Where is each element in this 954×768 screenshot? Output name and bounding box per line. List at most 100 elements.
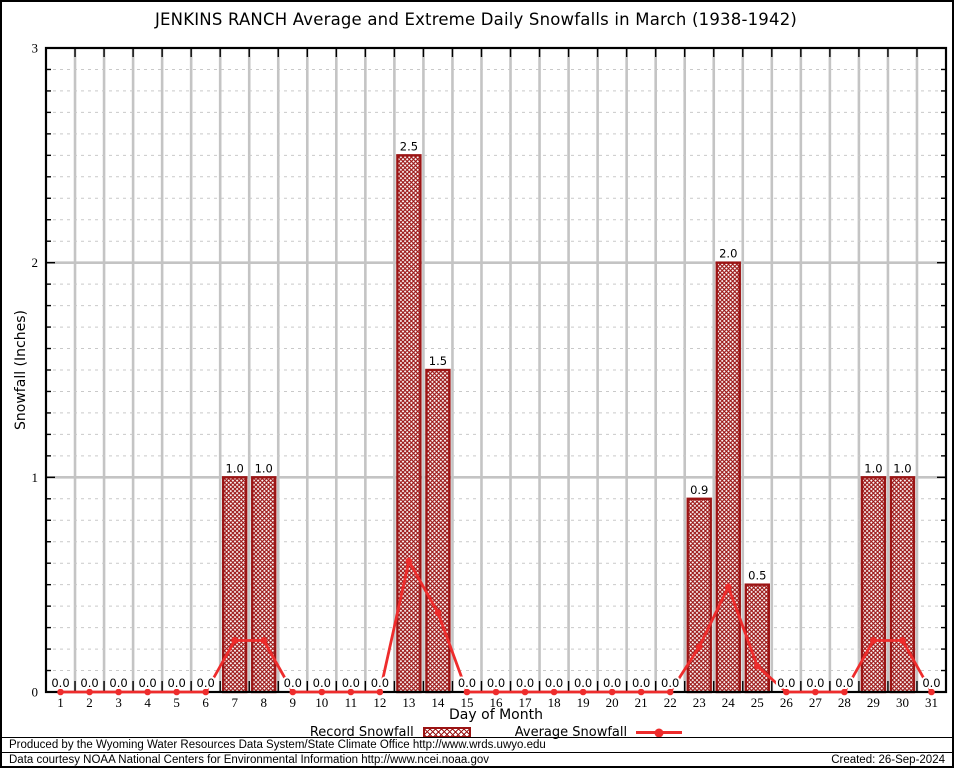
average-point-day-1: [57, 688, 64, 696]
average-point-day-25: [753, 662, 761, 670]
legend-average-label: Average Snowfall: [514, 725, 628, 740]
record-bar-day-24: [715, 261, 741, 694]
bar-value-label-day-26: 0.0: [777, 676, 795, 690]
average-point-day-8: [260, 637, 268, 644]
x-tick-label-20: 20: [606, 695, 619, 710]
legend: Record Snowfall Average Snowfall: [46, 724, 946, 741]
footer-courtesy-text: Data courtesy NOAA National Centers for …: [9, 754, 490, 766]
bar-value-label-day-14: 1.5: [429, 354, 447, 368]
bar-value-label-day-15: 0.0: [458, 676, 476, 690]
bar-value-label-day-1: 0.0: [51, 676, 69, 690]
x-tick-label-13: 13: [402, 695, 415, 710]
bar-value-label-day-21: 0.0: [632, 676, 650, 690]
average-point-day-18: [550, 688, 558, 696]
x-tick-label-10: 10: [315, 695, 328, 710]
x-tick-label-31: 31: [925, 695, 938, 710]
average-point-day-2: [86, 688, 93, 696]
average-point-day-28: [841, 688, 848, 696]
average-point-day-13: [405, 557, 413, 565]
average-snowfall-dot-icon: [654, 728, 664, 737]
average-point-day-23: [695, 643, 703, 651]
x-tick-label-3: 3: [115, 695, 122, 710]
x-tick-label-6: 6: [202, 695, 209, 710]
bar-value-label-day-6: 0.0: [197, 676, 215, 690]
record-bar-day-23: [686, 497, 712, 694]
x-tick-label-15: 15: [460, 695, 473, 710]
average-point-day-12: [376, 688, 384, 696]
bar-value-label-day-24: 2.0: [719, 247, 737, 261]
footer-data-courtesy: Data courtesy NOAA National Centers for …: [2, 752, 952, 766]
bar-value-label-day-27: 0.0: [806, 676, 824, 690]
x-tick-label-7: 7: [231, 695, 238, 710]
record-bar-day-25: [744, 583, 770, 694]
x-tick-label-16: 16: [490, 695, 504, 710]
average-point-day-11: [347, 688, 355, 696]
average-point-day-24: [724, 583, 732, 591]
average-snowfall-line-icon: [636, 728, 683, 737]
x-tick-label-18: 18: [548, 695, 561, 710]
record-bar-day-7: [222, 476, 248, 694]
average-point-day-26: [783, 688, 790, 696]
x-tick-label-28: 28: [838, 695, 851, 710]
x-tick-label-12: 12: [373, 695, 386, 710]
bar-value-label-day-12: 0.0: [371, 676, 389, 690]
bar-value-label-day-16: 0.0: [487, 676, 505, 690]
average-point-day-3: [115, 688, 122, 696]
bar-value-label-day-8: 1.0: [255, 461, 273, 475]
chart-title: JENKINS RANCH Average and Extreme Daily …: [154, 10, 798, 29]
average-point-day-14: [434, 609, 442, 616]
average-point-day-7: [231, 637, 239, 644]
x-axis-title: Day of Month: [449, 707, 543, 723]
record-bar-day-13: [396, 154, 422, 694]
bar-value-label-day-30: 1.0: [893, 461, 911, 475]
record-bar-day-14: [425, 368, 451, 694]
bar-value-label-day-2: 0.0: [80, 676, 98, 690]
average-point-day-15: [463, 688, 471, 696]
average-point-day-5: [173, 688, 180, 696]
x-tick-label-1: 1: [57, 695, 64, 710]
bar-value-label-day-11: 0.0: [342, 676, 360, 690]
average-point-day-31: [928, 688, 935, 696]
y-tick-label-0: 0: [32, 685, 39, 700]
x-tick-label-27: 27: [809, 695, 823, 710]
x-tick-label-21: 21: [635, 695, 648, 710]
x-tick-label-5: 5: [173, 695, 180, 710]
bar-value-label-day-9: 0.0: [284, 676, 302, 690]
bar-value-label-day-13: 2.5: [400, 139, 418, 153]
bar-value-label-day-20: 0.0: [603, 676, 621, 690]
average-point-day-17: [521, 688, 529, 696]
y-tick-label-2: 2: [32, 255, 39, 270]
record-bar-day-8: [251, 476, 277, 694]
average-point-day-10: [318, 688, 326, 696]
bar-value-label-day-28: 0.0: [835, 676, 853, 690]
bar-value-label-day-25: 0.5: [748, 569, 766, 583]
x-tick-label-25: 25: [751, 695, 764, 710]
average-point-day-27: [812, 688, 819, 696]
bar-value-label-day-7: 1.0: [226, 461, 244, 475]
bar-value-label-day-22: 0.0: [661, 676, 679, 690]
x-tick-label-23: 23: [693, 695, 706, 710]
bar-value-label-day-29: 1.0: [864, 461, 882, 475]
bar-value-label-day-18: 0.0: [545, 676, 563, 690]
x-tick-label-22: 22: [664, 695, 677, 710]
bar-value-label-day-5: 0.0: [167, 676, 185, 690]
x-tick-label-4: 4: [144, 695, 151, 710]
bar-value-label-day-23: 0.9: [690, 483, 708, 497]
bar-value-label-day-19: 0.0: [574, 676, 592, 690]
footer-produced-by: Produced by the Wyoming Water Resources …: [2, 737, 952, 752]
average-point-day-16: [492, 688, 500, 696]
x-tick-label-30: 30: [896, 695, 909, 710]
x-tick-label-29: 29: [867, 695, 880, 710]
x-tick-label-17: 17: [519, 695, 533, 710]
x-tick-label-14: 14: [431, 695, 445, 710]
average-point-day-22: [666, 688, 674, 696]
bar-value-label-day-10: 0.0: [313, 676, 331, 690]
x-tick-label-19: 19: [577, 695, 590, 710]
average-point-day-30: [899, 637, 906, 644]
bar-value-label-day-17: 0.0: [516, 676, 534, 690]
average-point-day-29: [870, 637, 877, 644]
bar-value-label-day-4: 0.0: [138, 676, 156, 690]
record-bar-day-29: [860, 476, 887, 694]
record-bar-day-30: [889, 476, 916, 694]
